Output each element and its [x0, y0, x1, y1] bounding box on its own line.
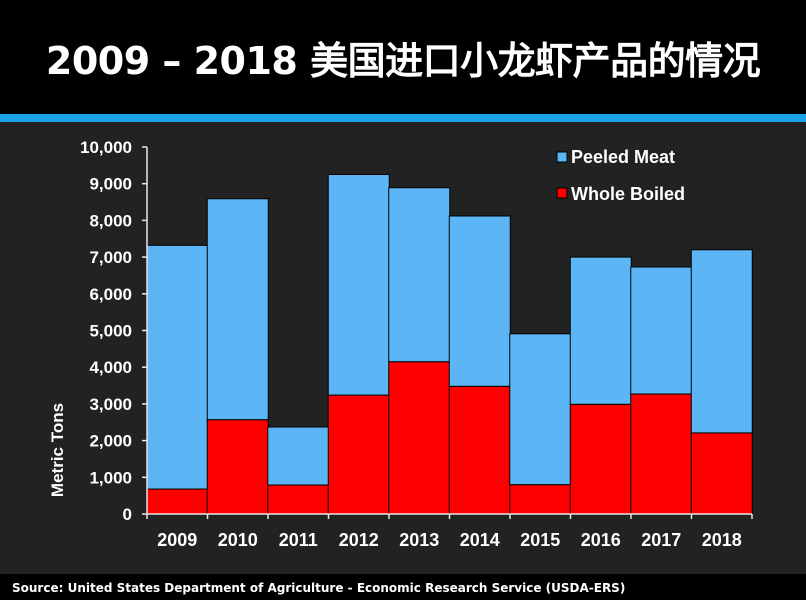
legend-swatch-peeled-meat [556, 151, 568, 163]
y-tick-label-10-000: 10,000 [80, 138, 132, 157]
legend-label-peeled-meat: Peeled Meat [571, 147, 675, 167]
bar-whole-boiled-2017 [630, 393, 693, 515]
bar-whole-boiled-2010 [206, 419, 269, 515]
bar-peeled-meat-2016 [569, 256, 632, 405]
bar-whole-boiled-2018 [690, 432, 753, 515]
y-axis-label: Metric Tons [48, 403, 67, 497]
bars-group [146, 174, 753, 515]
y-tick-label-7-000: 7,000 [89, 248, 132, 267]
bar-whole-boiled-2015 [509, 484, 572, 515]
bar-whole-boiled-2009 [146, 488, 209, 515]
y-tick-label-8-000: 8,000 [89, 211, 132, 230]
x-tick-label-2009: 2009 [157, 530, 197, 550]
x-tick-label-2018: 2018 [702, 530, 742, 550]
y-tick-label-0: 0 [123, 505, 132, 524]
legend-label-whole-boiled: Whole Boiled [571, 184, 685, 204]
bar-peeled-meat-2013 [388, 187, 451, 363]
axes-group [142, 146, 753, 519]
y-tick-label-4-000: 4,000 [89, 358, 132, 377]
legend-swatch-whole-boiled [556, 187, 568, 199]
bar-whole-boiled-2014 [448, 385, 511, 515]
y-tick-labels: 0 1,000 2,000 3,000 4,000 5,000 6,000 7,000 8,00… [80, 138, 132, 524]
bar-peeled-meat-2017 [630, 266, 693, 395]
bar-whole-boiled-2013 [388, 361, 451, 515]
stacked-bar-chart: 0 1,000 2,000 3,000 4,000 5,000 6,000 7,000 8,00… [48, 138, 753, 550]
bar-whole-boiled-2011 [267, 484, 330, 515]
bar-peeled-meat-2015 [509, 333, 572, 486]
x-tick-label-2017: 2017 [641, 530, 681, 550]
title-bar: 2009 – 2018 美国进口小龙虾产品的情况 [0, 0, 806, 113]
x-tick-label-2014: 2014 [460, 530, 500, 550]
x-tick-label-2011: 2011 [279, 530, 318, 550]
x-tick-label-2012: 2012 [339, 530, 379, 550]
slide-title: 2009 – 2018 美国进口小龙虾产品的情况 [45, 39, 761, 83]
legend: Peeled Meat Whole Boiled [556, 147, 685, 204]
accent-divider [0, 114, 806, 122]
y-tick-label-9-000: 9,000 [89, 175, 132, 194]
source-note: Source: United States Department of Agri… [12, 581, 626, 595]
y-tick-label-2-000: 2,000 [89, 432, 132, 451]
y-tick-label-3-000: 3,000 [89, 395, 132, 414]
x-tick-labels: 2009 2010 2011 2012 2013 2014 2015 2016 2017 2018 [157, 530, 742, 550]
x-tick-label-2016: 2016 [581, 530, 621, 550]
bar-whole-boiled-2016 [569, 403, 632, 515]
x-tick-label-2015: 2015 [520, 530, 560, 550]
x-tick-label-2010: 2010 [218, 530, 258, 550]
bar-peeled-meat-2018 [690, 249, 753, 434]
bar-peeled-meat-2014 [448, 215, 511, 387]
bar-whole-boiled-2012 [327, 394, 390, 515]
bar-peeled-meat-2011 [267, 426, 330, 486]
y-tick-label-5-000: 5,000 [89, 322, 132, 341]
bar-peeled-meat-2010 [206, 198, 269, 421]
y-tick-label-1-000: 1,000 [89, 468, 132, 487]
bar-peeled-meat-2009 [146, 244, 209, 490]
x-tick-label-2013: 2013 [399, 530, 439, 550]
bar-peeled-meat-2012 [327, 174, 390, 396]
y-tick-label-6-000: 6,000 [89, 285, 132, 304]
